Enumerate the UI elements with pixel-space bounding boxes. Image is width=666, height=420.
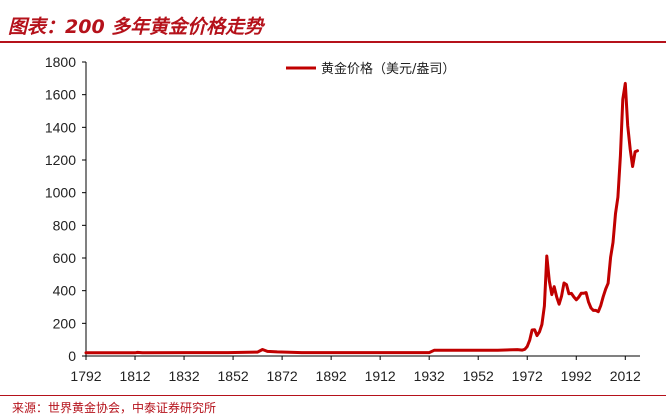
chart-title: 图表：200 多年黄金价格走势 xyxy=(8,16,264,38)
y-tick-label: 200 xyxy=(53,315,77,331)
series-line xyxy=(84,81,639,355)
source-divider xyxy=(0,395,666,396)
y-tick-label: 1200 xyxy=(45,152,76,168)
title-divider xyxy=(0,41,666,43)
y-tick-label: 1000 xyxy=(45,185,76,201)
y-tick-label: 400 xyxy=(53,283,77,299)
x-tick-label: 1972 xyxy=(512,368,543,384)
x-tick-label: 1872 xyxy=(267,368,298,384)
y-tick-label: 1600 xyxy=(45,87,76,103)
x-tick-label: 1852 xyxy=(218,368,249,384)
gold-price-chart: 0 200 400 600 800 1000 1200 1400 1600 1800 1792 18… xyxy=(45,54,641,384)
y-tick-label: 0 xyxy=(68,348,76,364)
x-tick-label: 1992 xyxy=(561,368,592,384)
x-tick-label: 1952 xyxy=(463,368,494,384)
y-axis: 0 200 400 600 800 1000 1200 1400 1600 1800 xyxy=(45,54,87,364)
series-layer xyxy=(84,81,639,355)
title-bar: 图表：200 多年黄金价格走势 xyxy=(0,0,666,44)
legend-label: 黄金价格（美元/盎司） xyxy=(321,61,455,77)
x-tick-label: 1932 xyxy=(414,368,445,384)
x-tick-label: 1832 xyxy=(168,368,199,384)
y-tick-label: 1400 xyxy=(45,119,76,135)
y-tick-label: 1800 xyxy=(45,54,76,70)
x-tick-label: 1892 xyxy=(316,368,347,384)
legend: 黄金价格（美元/盎司） xyxy=(286,61,455,77)
x-tick-label: 1792 xyxy=(70,368,101,384)
x-tick-label: 1912 xyxy=(365,368,396,384)
y-tick-label: 600 xyxy=(53,250,77,266)
source-note: 来源：世界黄金协会，中泰证券研究所 xyxy=(12,401,217,415)
y-tick-label: 800 xyxy=(53,217,77,233)
x-axis: 1792 1812 1832 1852 1872 1892 1912 1932 1952 1972… xyxy=(70,355,641,384)
x-tick-label: 2012 xyxy=(610,368,641,384)
x-tick-label: 1812 xyxy=(119,368,150,384)
